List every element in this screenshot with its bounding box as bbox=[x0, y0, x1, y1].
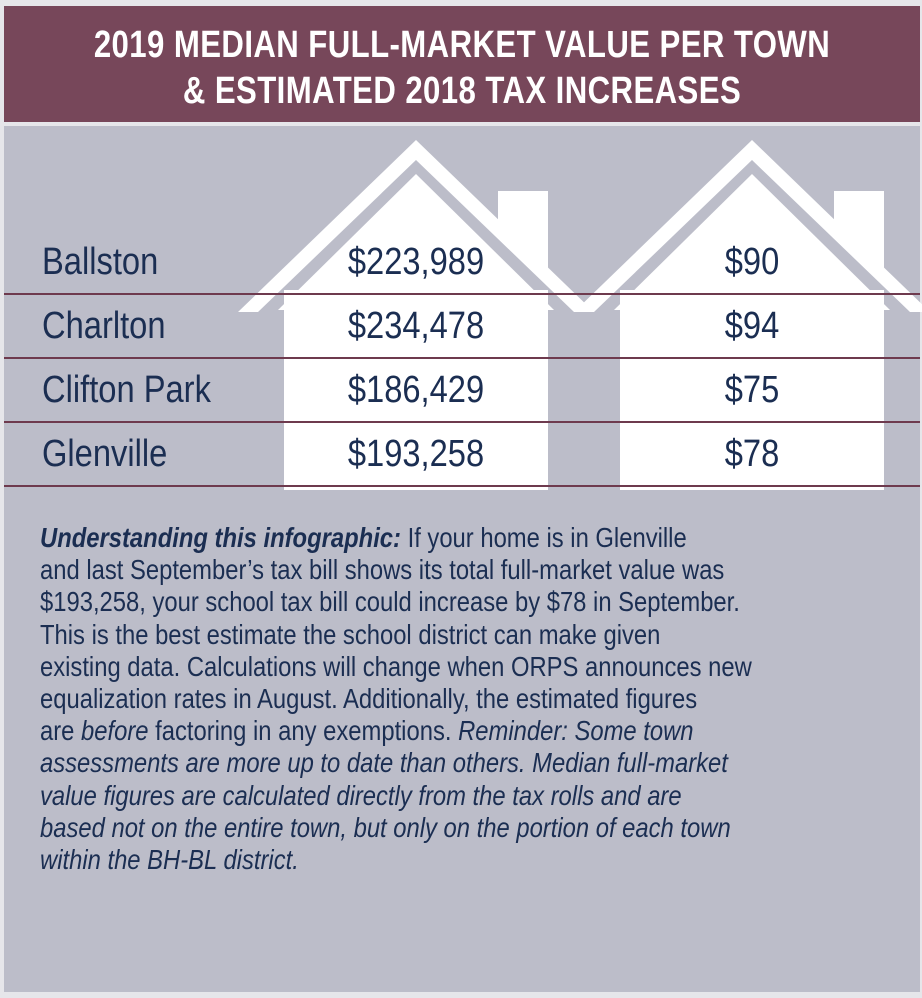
row-divider bbox=[4, 421, 920, 423]
explanation-line: existing data. Calculations will change … bbox=[40, 651, 752, 683]
title-line-2: & ESTIMATED 2018 TAX INCREASES bbox=[182, 70, 742, 112]
explanation-line: and last September’s tax bill shows its … bbox=[40, 554, 752, 586]
title-line-1: 2019 MEDIAN FULL-MARKET VALUE PER TOWN bbox=[93, 24, 831, 66]
tax-increase: $90 bbox=[724, 241, 780, 283]
explanation-segment: $193,258, your school tax bill could inc… bbox=[40, 586, 740, 618]
median-value: $193,258 bbox=[347, 433, 485, 475]
explanation-text: Understanding this infographic: If your … bbox=[40, 522, 752, 876]
explanation-line: are before factoring in any exemptions. … bbox=[40, 715, 752, 747]
town-name: Glenville bbox=[42, 433, 168, 475]
title-banner: 2019 MEDIAN FULL-MARKET VALUE PER TOWN &… bbox=[4, 6, 920, 122]
explanation-segment: This is the best estimate the school dis… bbox=[40, 618, 661, 650]
explanation-segment: factoring in any exemptions. bbox=[148, 715, 459, 747]
house-icon-increases bbox=[574, 140, 922, 490]
explanation-line: This is the best estimate the school dis… bbox=[40, 619, 752, 651]
explanation-segment: before bbox=[81, 715, 149, 747]
tax-increase: $94 bbox=[724, 305, 780, 347]
explanation-segment: equalization rates in August. Additional… bbox=[40, 683, 698, 715]
explanation-line: assessments are more up to date than oth… bbox=[40, 747, 752, 779]
town-name: Charlton bbox=[42, 305, 166, 347]
explanation-segment: Reminder: Some town bbox=[458, 715, 694, 747]
explanation-segment: within the BH-BL district. bbox=[40, 844, 299, 876]
explanation-segment: based not on the entire town, but only o… bbox=[40, 811, 731, 843]
row-divider bbox=[4, 293, 920, 295]
explanation-line: $193,258, your school tax bill could inc… bbox=[40, 586, 752, 618]
explanation-heading: Understanding this infographic: bbox=[40, 522, 401, 553]
tax-increase: $78 bbox=[724, 433, 780, 475]
explanation-segment: If your home is in Glenville bbox=[400, 522, 687, 553]
house-icon-values bbox=[238, 140, 594, 490]
explanation-line: Understanding this infographic: If your … bbox=[40, 522, 752, 554]
town-name: Clifton Park bbox=[42, 369, 211, 411]
explanation-segment: and last September’s tax bill shows its … bbox=[40, 554, 725, 586]
median-value: $186,429 bbox=[347, 369, 485, 411]
row-divider bbox=[4, 357, 920, 359]
explanation-segment: are bbox=[40, 715, 82, 747]
town-name: Ballston bbox=[42, 241, 159, 283]
explanation-line: value figures are calculated directly fr… bbox=[40, 780, 752, 812]
tax-increase: $75 bbox=[724, 369, 780, 411]
explanation-line: equalization rates in August. Additional… bbox=[40, 683, 752, 715]
explanation-segment: existing data. Calculations will change … bbox=[40, 650, 752, 682]
row-divider bbox=[4, 485, 920, 487]
explanation-segment: value figures are calculated directly fr… bbox=[40, 779, 682, 811]
explanation-line: based not on the entire town, but only o… bbox=[40, 812, 752, 844]
explanation-segment: assessments are more up to date than oth… bbox=[40, 747, 728, 779]
median-value: $234,478 bbox=[347, 305, 485, 347]
explanation-line: within the BH-BL district. bbox=[40, 844, 752, 876]
median-value: $223,989 bbox=[347, 241, 485, 283]
